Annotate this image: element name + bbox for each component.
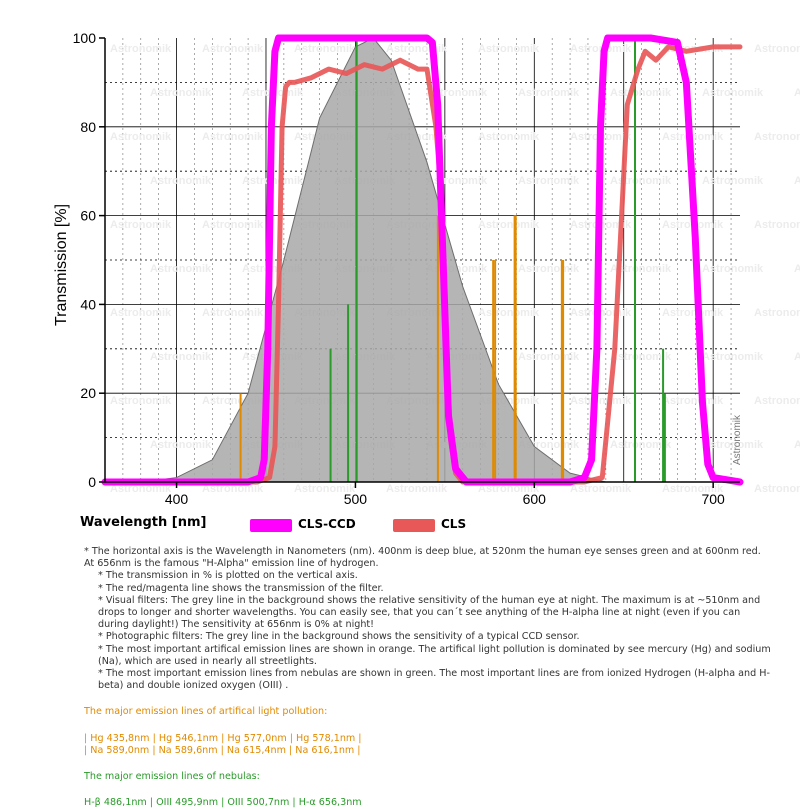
note-nebula-lines: * The most important emission lines from… <box>98 668 770 692</box>
legend-swatch-cls-ccd <box>250 519 292 532</box>
watermark-text: Astronomik <box>662 307 724 319</box>
watermark-text: Astronomik <box>518 263 580 275</box>
pollution-lines-title: The major emission lines of artifical li… <box>84 706 328 718</box>
watermark-text: Astronomik <box>150 87 212 99</box>
watermark-text: Astronomik <box>518 351 580 363</box>
watermark-text: Astronomik <box>386 43 448 55</box>
x-tick-label: 700 <box>701 491 725 507</box>
watermark-text: Astronomik <box>202 307 264 319</box>
y-axis-label: Transmission [%] <box>53 204 70 326</box>
y-tick-label: 60 <box>80 208 96 224</box>
watermark-text: Astronomik <box>610 175 672 187</box>
watermark-text: Astronomik <box>570 43 632 55</box>
watermark-text: Astronomik <box>294 43 356 55</box>
watermark-text: Astronomik <box>110 483 172 495</box>
watermark-text: Astronomik <box>478 219 540 231</box>
x-tick-label: 400 <box>165 491 189 507</box>
nebula-lines-title: The major emission lines of nebulas: <box>84 771 260 783</box>
legend-swatch-cls <box>393 519 435 532</box>
note-visual-filters: * Visual filters: The grey line in the b… <box>98 594 761 631</box>
axes: 0 20 40 60 80 100 400 500 600 700 <box>73 30 740 507</box>
watermark-text: Astronomik <box>518 87 580 99</box>
watermark-text: Astronomik <box>794 175 800 187</box>
watermark-text: Astronomik <box>702 351 764 363</box>
watermark-text: Astronomik <box>110 131 172 143</box>
y-tick-label: 20 <box>80 385 96 401</box>
watermark-text: Astronomik <box>702 175 764 187</box>
y-tick-label: 40 <box>80 296 96 312</box>
legend-label-cls-ccd: CLS-CCD <box>298 517 356 531</box>
watermark-text: Astronomik <box>202 219 264 231</box>
watermark-text: Astronomik <box>662 483 724 495</box>
eye-sensitivity-curve <box>105 37 635 483</box>
watermark-text: Astronomik <box>202 131 264 143</box>
watermark-text: Astronomik <box>570 395 632 407</box>
pollution-lines-na: | Na 589,0nm | Na 589,6nm | Na 615,4nm |… <box>84 744 361 756</box>
watermark-text: Astronomik <box>426 87 488 99</box>
note-horizontal-axis: * The horizontal axis is the Wavelength … <box>84 546 761 570</box>
watermark-text: Astronomik <box>110 307 172 319</box>
explanation-notes: * The horizontal axis is the Wavelength … <box>84 546 774 809</box>
transmission-chart: Astronomik Astronomik Astronomik Astronomik… <box>53 30 800 507</box>
x-tick-label: 600 <box>523 491 547 507</box>
watermark-text: Astronomik <box>702 439 764 451</box>
watermark-text: Astronomik <box>202 43 264 55</box>
watermark-text: Astronomik <box>794 439 800 451</box>
watermark-text: Astronomik <box>662 131 724 143</box>
watermark-text: Astronomik <box>150 175 212 187</box>
note-photographic-filters: * Photographic filters: The grey line in… <box>98 631 580 643</box>
x-tick-label: 500 <box>344 491 368 507</box>
watermark-text: Astronomik <box>702 87 764 99</box>
watermark-text: Astronomik <box>610 439 672 451</box>
watermark-text: Astronomik <box>478 43 540 55</box>
x-axis-label: Wavelength [nm] <box>80 515 207 530</box>
watermark-text: Astronomik <box>478 307 540 319</box>
watermark-text: Astronomik <box>610 263 672 275</box>
watermark-text: Astronomik <box>518 175 580 187</box>
watermark-text: Astronomik <box>478 483 540 495</box>
watermark-text: Astronomik <box>110 395 172 407</box>
watermark-text: Astronomik <box>662 395 724 407</box>
watermark-vertical: Astronomik <box>732 414 743 465</box>
watermark-text: Astronomik <box>754 131 800 143</box>
watermark-text: Astronomik <box>570 483 632 495</box>
watermark-text: Astronomik <box>610 87 672 99</box>
note-filter-line: * The red/magenta line shows the transmi… <box>98 582 384 594</box>
watermark-text: Astronomik <box>202 483 264 495</box>
nebula-lines-list: H-β 486,1nm | OIII 495,9nm | OIII 500,7n… <box>84 797 362 809</box>
watermark-text: Astronomik <box>702 263 764 275</box>
watermark-text: Astronomik <box>150 439 212 451</box>
y-tick-label: 0 <box>88 474 96 490</box>
legend: Wavelength [nm] CLS-CCD CLS <box>80 515 780 537</box>
watermark-text: Astronomik <box>754 483 800 495</box>
y-tick-label: 100 <box>73 30 97 46</box>
watermark-text: Astronomik <box>610 351 672 363</box>
watermark-text: Astronomik <box>794 263 800 275</box>
pollution-lines-hg: | Hg 435,8nm | Hg 546,1nm | Hg 577,0nm |… <box>84 732 362 744</box>
watermark-text: Astronomik <box>150 351 212 363</box>
watermark-text: Astronomik <box>794 87 800 99</box>
eye-sensitivity-area <box>105 37 635 483</box>
watermark-text: Astronomik <box>754 43 800 55</box>
legend-label-cls: CLS <box>441 517 467 531</box>
watermark-text: Astronomik <box>426 175 488 187</box>
watermark-text: Astronomik <box>754 307 800 319</box>
watermark-text: Astronomik <box>794 351 800 363</box>
emission-lines <box>239 38 666 482</box>
watermark-text: Astronomik <box>478 131 540 143</box>
watermark-text: Astronomik <box>294 483 356 495</box>
watermark-text: Astronomik <box>110 219 172 231</box>
note-vertical-axis: * The transmission in % is plotted on th… <box>98 570 358 582</box>
watermark-text: Astronomik <box>754 395 800 407</box>
watermark-text: Astronomik <box>386 483 448 495</box>
watermark-text: Astronomik <box>150 263 212 275</box>
watermark-text: Astronomik <box>110 43 172 55</box>
watermark-text: Astronomik <box>754 219 800 231</box>
note-artificial-lines: * The most important artifical emission … <box>98 643 771 667</box>
y-tick-label: 80 <box>80 119 96 135</box>
